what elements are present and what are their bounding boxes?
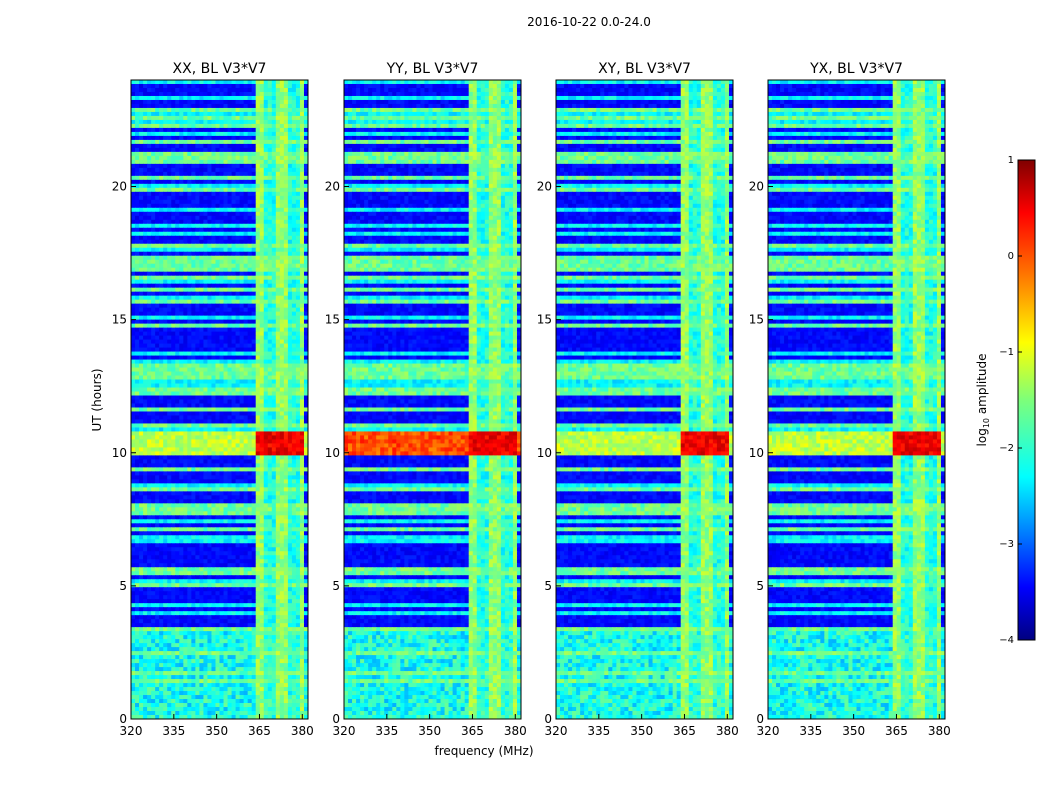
x-axis-label: frequency (MHz) — [434, 744, 533, 758]
panel-yx: YX, BL V3*V7 0 5 10 15 20 320 335 350 365 380 — [749, 61, 951, 738]
x-tick-label: 380 — [716, 724, 739, 738]
x-tick-label: 320 — [545, 724, 568, 738]
y-tick-label: 20 — [112, 180, 127, 194]
x-tick-label: 335 — [799, 724, 822, 738]
colorbar-tick-label: −1 — [999, 347, 1014, 358]
panel-xx-image — [131, 80, 308, 719]
x-tick-label: 380 — [291, 724, 314, 738]
y-tick-label: 5 — [332, 579, 340, 593]
colorbar-label-rest: amplitude — [975, 354, 989, 418]
colorbar-label-subscript: 10 — [982, 418, 991, 428]
panel-xy: XY, BL V3*V7 0 5 10 15 20 320 335 350 365 380 — [537, 61, 739, 738]
colorbar-gradient — [1017, 159, 1036, 641]
x-tick-label: 320 — [120, 724, 143, 738]
panel-title: YX, BL V3*V7 — [809, 61, 903, 77]
colorbar-tick-label: 1 — [1008, 155, 1014, 166]
y-tick-label: 15 — [112, 313, 127, 327]
x-tick-label: 335 — [587, 724, 610, 738]
x-tick-label: 350 — [418, 724, 441, 738]
y-tick-label: 0 — [756, 712, 764, 726]
colorbar: 10−1−2−3−4 log10 amplitude — [975, 155, 1036, 646]
y-tick-label: 20 — [325, 180, 340, 194]
panel-title: XY, BL V3*V7 — [598, 61, 691, 77]
y-tick-label: 0 — [544, 712, 552, 726]
panel-frame — [767, 79, 946, 720]
y-tick-label: 5 — [756, 579, 764, 593]
figure-suptitle: 2016-10-22 0.0-24.0 — [527, 15, 651, 29]
panel-frame — [130, 79, 309, 720]
x-tick-label: 320 — [333, 724, 356, 738]
panel-xy-image — [556, 80, 733, 719]
panel-title: YY, BL V3*V7 — [386, 61, 479, 77]
x-tick-label: 320 — [757, 724, 780, 738]
x-tick-label: 350 — [842, 724, 865, 738]
colorbar-tick-label: 0 — [1008, 251, 1014, 262]
y-tick-label: 15 — [749, 313, 764, 327]
panel-frame — [343, 79, 522, 720]
colorbar-label-main: log — [975, 428, 989, 446]
y-tick-label: 15 — [537, 313, 552, 327]
y-tick-label: 10 — [749, 446, 764, 460]
y-tick-label: 0 — [332, 712, 340, 726]
y-tick-label: 10 — [112, 446, 127, 460]
y-axis-label: UT (hours) — [90, 368, 104, 431]
x-tick-label: 365 — [885, 724, 908, 738]
panel-xx: XX, BL V3*V7 0 5 10 15 20 320 335 350 365 380 — [112, 61, 314, 738]
panel-yy-image — [344, 80, 521, 719]
x-tick-label: 350 — [630, 724, 653, 738]
y-tick-label: 10 — [537, 446, 552, 460]
y-tick-label: 10 — [325, 446, 340, 460]
colorbar-tick-label: −2 — [999, 443, 1014, 454]
x-tick-label: 365 — [673, 724, 696, 738]
colorbar-label: log10 amplitude — [975, 354, 991, 447]
x-tick-label: 335 — [375, 724, 398, 738]
x-tick-label: 380 — [928, 724, 951, 738]
y-tick-label: 20 — [537, 180, 552, 194]
x-tick-label: 335 — [162, 724, 185, 738]
x-tick-label: 350 — [205, 724, 228, 738]
y-tick-label: 20 — [749, 180, 764, 194]
colorbar-tick-label: −3 — [999, 539, 1014, 550]
y-tick-label: 5 — [544, 579, 552, 593]
y-tick-label: 15 — [325, 313, 340, 327]
colorbar-tick-label: −4 — [999, 635, 1014, 646]
panel-title: XX, BL V3*V7 — [173, 61, 267, 77]
panel-yy: YY, BL V3*V7 0 5 10 15 20 320 335 350 365 380 — [325, 61, 527, 738]
panel-frame — [555, 79, 734, 720]
x-tick-label: 365 — [248, 724, 271, 738]
colorbar-ticks: 1 0 −1 −2 −3 −4 — [999, 155, 1022, 646]
x-tick-label: 380 — [504, 724, 527, 738]
y-tick-label: 5 — [119, 579, 127, 593]
panel-yx-image — [768, 80, 945, 719]
x-tick-label: 365 — [461, 724, 484, 738]
y-tick-label: 0 — [119, 712, 127, 726]
